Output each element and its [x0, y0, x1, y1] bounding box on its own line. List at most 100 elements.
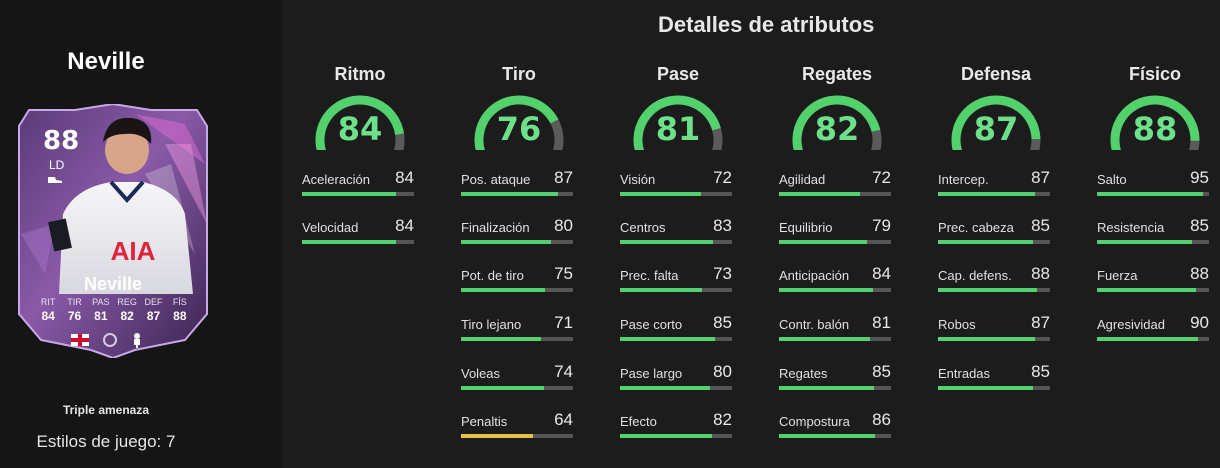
- category-value: 76: [496, 110, 542, 148]
- gauge-fill: [315, 95, 405, 150]
- attribute-bar-fill: [779, 288, 874, 292]
- attribute-bar: [938, 337, 1050, 341]
- attribute-bar: [1097, 192, 1209, 196]
- attribute-bar-fill: [461, 434, 533, 438]
- attribute-bar: [620, 240, 732, 244]
- attribute-bar-fill: [1097, 192, 1204, 196]
- attribute-value: 87: [554, 168, 573, 187]
- category-label: Pase: [656, 64, 700, 84]
- attribute-label: Regates: [779, 366, 828, 381]
- attribute-value: 87: [1031, 168, 1050, 187]
- attribute-bar: [620, 434, 732, 438]
- attribute-bar: [779, 192, 891, 196]
- card-player-name: Neville: [83, 274, 143, 294]
- card-background: AIA: [18, 104, 208, 358]
- attribute-label: Pot. de tiro: [461, 268, 524, 283]
- category-label: Tiro: [502, 64, 536, 84]
- attribute-label: Anticipación: [779, 268, 850, 283]
- attribute-bar-fill: [461, 240, 551, 244]
- category-gauge: [951, 95, 1041, 150]
- attribute-bar: [461, 288, 573, 292]
- gauge-track: [550, 119, 564, 150]
- attribute-bar: [461, 386, 573, 390]
- card-stat-value: 82: [120, 309, 134, 323]
- attribute-bar-fill: [620, 192, 701, 196]
- category-value: 81: [655, 110, 701, 148]
- attribute-value: 84: [395, 168, 414, 187]
- attribute-label: Voleas: [461, 366, 501, 381]
- attribute-bar-fill: [461, 337, 541, 341]
- attribute-label: Aceleración: [302, 172, 370, 187]
- attribute-bar-fill: [461, 288, 545, 292]
- gauge-fill: [474, 95, 559, 150]
- attribute-value: 73: [713, 264, 732, 283]
- england-flag-icon: [71, 334, 89, 346]
- attribute-value: 71: [554, 313, 573, 332]
- attribute-bar-fill: [620, 386, 710, 390]
- attribute-label: Resistencia: [1097, 220, 1165, 235]
- card-stat: TIR 76: [61, 297, 87, 323]
- attribute-value: 80: [554, 216, 573, 235]
- attribute-bar-fill: [620, 288, 702, 292]
- category-gauge: [792, 95, 882, 150]
- attribute-bar-fill: [1097, 337, 1198, 341]
- gauge-fill: [951, 95, 1041, 150]
- attribute-value: 75: [554, 264, 573, 283]
- attribute-value: 85: [1190, 216, 1209, 235]
- gauge-track: [1189, 140, 1200, 150]
- attribute-value: 85: [1031, 216, 1050, 235]
- attribute-bar: [938, 386, 1050, 390]
- card-stat: RIT 84: [35, 297, 61, 323]
- attribute-label: Pase largo: [620, 366, 683, 381]
- card-stat-value: 87: [146, 309, 161, 323]
- attribute-bar: [461, 337, 573, 341]
- gauge-fill: [792, 95, 881, 150]
- attribute-value: 82: [713, 410, 732, 429]
- attribute-bar-fill: [938, 192, 1036, 196]
- player-card[interactable]: AIA 88 LD Neville RIT 84 TIR 76 PAS 81 REG 8…: [15, 104, 211, 358]
- attribute-bar: [302, 240, 414, 244]
- player-panel: Neville: [0, 0, 282, 468]
- attribute-value: 64: [554, 410, 573, 429]
- attribute-bar: [302, 192, 414, 196]
- attribute-bar: [938, 192, 1050, 196]
- attribute-bar-fill: [620, 434, 712, 438]
- attribute-label: Compostura: [779, 414, 850, 429]
- gauge-track: [394, 133, 405, 150]
- card-stat: PAS 81: [88, 297, 114, 323]
- attribute-label: Tiro lejano: [461, 317, 522, 332]
- attribute-label: Penaltis: [461, 414, 508, 429]
- category-label: Físico: [1128, 64, 1181, 84]
- attribute-label: Entradas: [938, 366, 991, 381]
- attribute-label: Velocidad: [302, 220, 359, 235]
- attribute-bar: [779, 386, 891, 390]
- gauge-fill: [633, 95, 721, 150]
- player-name: Neville: [67, 48, 145, 75]
- attribute-bar: [620, 192, 732, 196]
- svg-text:AIA: AIA: [111, 236, 156, 266]
- attribute-value: 90: [1190, 313, 1209, 332]
- attribute-bar-fill: [938, 386, 1034, 390]
- attribute-value: 81: [872, 313, 891, 332]
- attribute-bar-fill: [461, 386, 544, 390]
- attribute-label: Fuerza: [1097, 268, 1138, 283]
- attribute-value: 80: [713, 362, 732, 381]
- attribute-bar-fill: [779, 192, 860, 196]
- card-stat-label: DEF: [144, 297, 163, 307]
- card-stats: RIT 84 TIR 76 PAS 81 REG 82 DEF 87 FÍS 88: [35, 297, 193, 323]
- attribute-bar: [1097, 240, 1209, 244]
- attribute-label: Agilidad: [779, 172, 826, 187]
- card-stat-label: RIT: [40, 297, 56, 307]
- attribute-bar-fill: [779, 240, 868, 244]
- playstyle-label: Triple amenaza: [62, 403, 150, 417]
- gauge-fill: [1110, 95, 1200, 150]
- attribute-label: Cap. defens.: [938, 268, 1012, 283]
- gauge-track: [712, 128, 723, 150]
- attribute-bar: [779, 337, 891, 341]
- attribute-bar: [461, 240, 573, 244]
- attribute-label: Pos. ataque: [461, 172, 531, 187]
- card-stat-label: TIR: [67, 297, 82, 307]
- attribute-value: 88: [1190, 264, 1209, 283]
- attribute-value: 85: [713, 313, 732, 332]
- attribute-bar-fill: [302, 192, 397, 196]
